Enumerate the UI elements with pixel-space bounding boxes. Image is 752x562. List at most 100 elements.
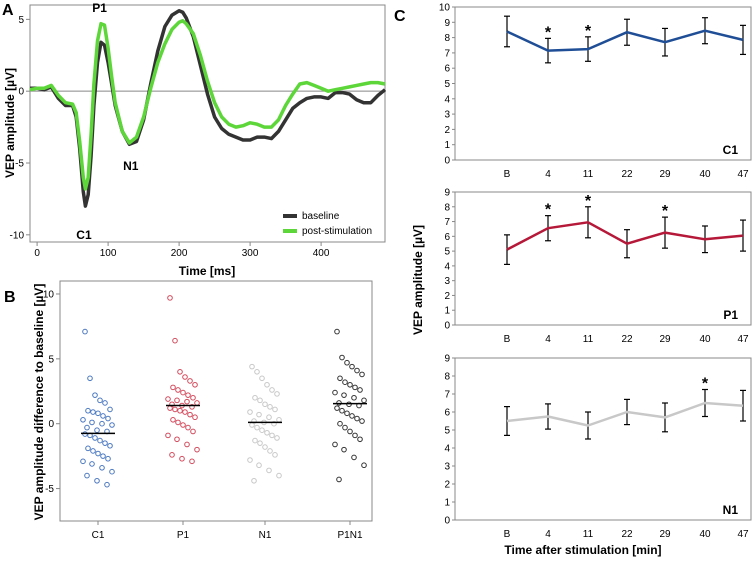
panel-b-point-n1 <box>267 448 273 454</box>
baseline-series-line <box>30 8 387 208</box>
panel-n1-xtick-label: 47 <box>737 529 749 540</box>
panel-b-point-n1 <box>264 381 270 388</box>
panel-b-point-n1 <box>251 477 257 484</box>
panel-c1-label: C1 <box>723 143 739 157</box>
panel-b-point-p1n1 <box>344 410 350 417</box>
panel-b-point-c1 <box>89 461 95 467</box>
panel-b-point-p1 <box>169 452 175 458</box>
panel-a: 0 100 200 300 400 -10 -5 0 5 P1 N1 C1 VEP amplitud… <box>3 1 387 278</box>
panel-c1-xtick-label: 22 <box>621 169 633 180</box>
panel-n1-xtick-label: 11 <box>583 529 594 540</box>
panel-b-point-p1 <box>175 387 181 393</box>
panel-n1-series-line <box>506 401 744 427</box>
panel-b-point-n1 <box>252 437 258 444</box>
panel-b-point-c1 <box>82 328 88 335</box>
panel-b-point-n1 <box>276 472 282 479</box>
panel-b-point-c1 <box>105 455 111 462</box>
panel-b-point-p1 <box>189 458 195 465</box>
panel-n1-xtick-label: 4 <box>545 529 551 540</box>
panel-c1-ytick-label: 4 <box>444 94 450 105</box>
panel-p1-significance-star: * <box>545 202 552 219</box>
panel-b-ytick-label: 10 <box>43 289 55 300</box>
post-stimulation-series-line <box>29 19 386 191</box>
panel-b-point-p1 <box>180 389 186 396</box>
panel-c1-ytick-label: 6 <box>444 64 450 75</box>
panel-b-point-c1 <box>102 400 108 406</box>
panel-b-frame <box>59 280 373 522</box>
panel-p1-ytick-label: 7 <box>444 217 450 228</box>
panel-b-point-n1 <box>276 417 282 423</box>
panel-b-point-p1n1 <box>354 367 360 374</box>
panel-b-point-p1 <box>172 337 178 344</box>
panel-b-point-p1n1 <box>351 454 357 461</box>
panel-b-xtick-label-c1: C1 <box>92 530 105 541</box>
panel-b-point-p1n1 <box>351 394 357 401</box>
panel-b-point-n1 <box>257 397 263 404</box>
panel-b-point-p1 <box>184 398 190 405</box>
panel-n1-frame <box>454 357 752 521</box>
panel-b-point-n1 <box>271 420 277 427</box>
panel-p1-ytick-label: 5 <box>444 247 450 258</box>
panel-a-xlabel: Time [ms] <box>179 264 235 278</box>
panel-b-point-p1n1 <box>344 359 350 366</box>
panel-a-xtick-label: 200 <box>171 248 188 259</box>
panel-b-point-p1 <box>185 424 191 431</box>
panel-b-point-p1 <box>187 411 193 418</box>
panel-b-point-c1 <box>107 406 113 413</box>
panel-a-xtick-label: 100 <box>100 248 117 259</box>
panel-b-point-p1 <box>165 432 171 439</box>
panel-b-point-c1 <box>80 458 86 465</box>
panel-b-point-c1 <box>104 481 110 488</box>
panel-c1-xtick-label: 29 <box>659 169 671 180</box>
panel-n1-ytick-label: 9 <box>444 354 450 365</box>
panel-b-point-p1n1 <box>341 446 347 453</box>
panel-a-ytick-label: -10 <box>10 230 25 241</box>
panel-b-point-p1 <box>177 407 183 414</box>
panel-b-point-p1n1 <box>339 354 345 361</box>
panel-b-point-c1 <box>92 392 98 398</box>
panel-b-point-c1 <box>102 440 108 446</box>
panel-b-point-p1 <box>177 369 183 375</box>
panel-b-point-c1 <box>92 435 98 441</box>
panel-b-point-n1 <box>249 363 255 370</box>
panel-b-point-c1 <box>89 419 95 426</box>
panel-p1-ytick-label: 3 <box>444 276 450 287</box>
panel-n1-ytick-label: 1 <box>444 498 450 509</box>
panel-n1-xtick-label: 22 <box>621 529 633 540</box>
panel-b-ytick-label: 0 <box>48 419 54 430</box>
peak-label-p1: P1 <box>92 1 107 15</box>
panel-b-point-p1n1 <box>334 405 340 411</box>
panel-b-point-p1n1 <box>352 384 358 391</box>
panel-b-point-p1n1 <box>334 328 340 335</box>
panel-b-xtick-label-p1n1: P1N1 <box>337 530 362 541</box>
panel-b-point-p1 <box>190 394 196 401</box>
panel-b-point-p1 <box>192 414 198 421</box>
panel-a-ytick-label: -5 <box>15 159 24 170</box>
panel-b-point-n1 <box>274 391 280 397</box>
panel-n1-ytick-label: 2 <box>444 480 450 491</box>
panel-b-ytick-label: 5 <box>48 354 54 365</box>
panel-p1-ytick-label: 9 <box>444 188 450 199</box>
panel-b-point-c1 <box>84 472 90 479</box>
panel-b-point-p1n1 <box>341 392 347 398</box>
panel-c-xlabel: Time after stimulation [min] <box>504 543 661 557</box>
panel-c1-xtick-label: B <box>504 169 511 180</box>
panel-a-peak-labels: P1 N1 C1 <box>76 1 139 242</box>
panel-b-point-p1 <box>172 406 178 413</box>
panel-p1-ytick-label: 0 <box>444 321 450 332</box>
panel-b-point-n1 <box>259 375 265 382</box>
panel-b-point-p1n1 <box>339 407 345 414</box>
panel-c1-ytick-label: 8 <box>444 33 450 44</box>
panel-b-point-c1 <box>97 437 103 444</box>
panel-b-point-p1n1 <box>352 432 358 439</box>
panel-c1-ytick-label: 0 <box>444 156 450 167</box>
panel-b-point-p1 <box>175 419 181 426</box>
panel-c1-xtick-label: 11 <box>583 169 594 180</box>
panel-b-point-p1 <box>179 455 185 462</box>
panel-b-point-p1 <box>182 374 188 380</box>
panel-b-point-p1 <box>189 404 195 410</box>
panel-b-point-p1n1 <box>359 371 365 378</box>
panel-b-point-n1 <box>266 414 272 421</box>
panel-b-point-n1 <box>262 444 268 450</box>
